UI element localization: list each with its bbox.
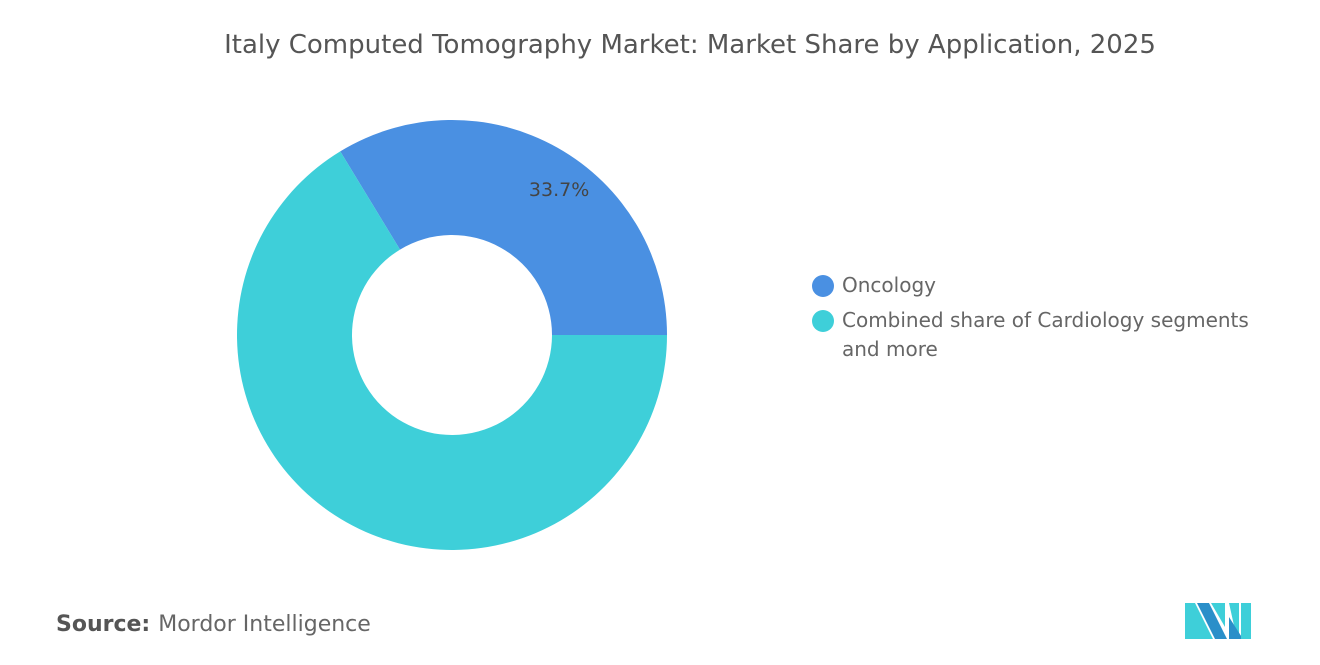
source-value: Mordor Intelligence xyxy=(158,612,371,637)
legend-swatch xyxy=(812,275,834,297)
legend-swatch xyxy=(812,310,834,332)
source-label: Source: xyxy=(56,612,151,637)
mordor-logo xyxy=(1185,603,1251,639)
legend-item-oncology: Oncology xyxy=(812,271,1282,300)
donut-slice-1 xyxy=(237,151,667,551)
data-label: 33.7% xyxy=(529,179,589,201)
chart-title: Italy Computed Tomography Market: Market… xyxy=(224,30,1156,60)
source-note: Source: Mordor Intelligence xyxy=(56,612,371,637)
legend-label: Oncology xyxy=(842,273,936,297)
legend-label: Combined share of Cardiology segments an… xyxy=(842,308,1249,361)
donut-slice-0 xyxy=(340,120,667,335)
legend: Oncology Combined share of Cardiology se… xyxy=(812,271,1282,370)
legend-item-cardiology: Combined share of Cardiology segments an… xyxy=(812,306,1282,364)
